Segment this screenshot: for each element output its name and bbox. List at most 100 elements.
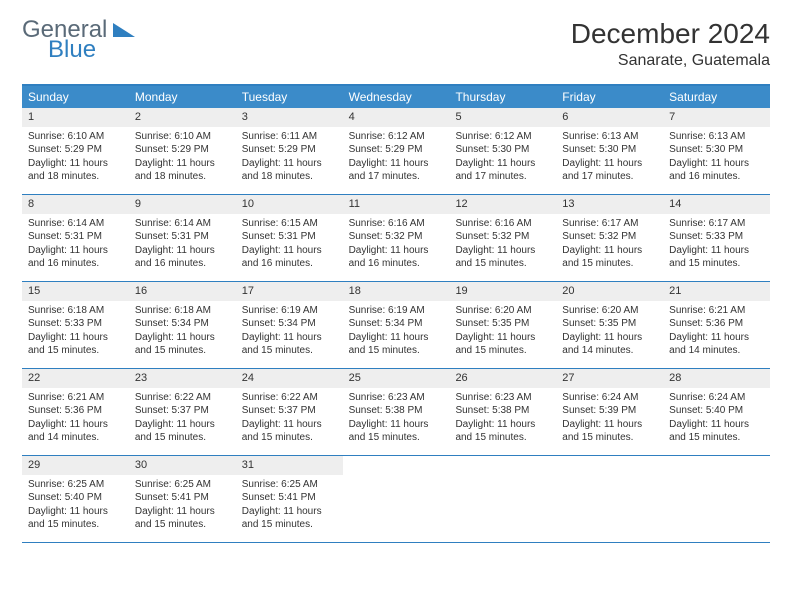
day-cell: 1Sunrise: 6:10 AMSunset: 5:29 PMDaylight… (22, 108, 129, 194)
day-cell: 19Sunrise: 6:20 AMSunset: 5:35 PMDayligh… (449, 282, 556, 368)
day-body: Sunrise: 6:19 AMSunset: 5:34 PMDaylight:… (236, 301, 343, 364)
day-number: 14 (663, 195, 770, 214)
sunset-text: Sunset: 5:40 PM (28, 491, 123, 505)
day-body: Sunrise: 6:14 AMSunset: 5:31 PMDaylight:… (22, 214, 129, 277)
day-body: Sunrise: 6:25 AMSunset: 5:41 PMDaylight:… (236, 475, 343, 538)
day-body: Sunrise: 6:15 AMSunset: 5:31 PMDaylight:… (236, 214, 343, 277)
day-number: 5 (449, 108, 556, 127)
day-number: 25 (343, 369, 450, 388)
daylight-text: Daylight: 11 hours and 16 minutes. (135, 244, 230, 271)
daylight-text: Daylight: 11 hours and 15 minutes. (349, 331, 444, 358)
day-cell: 2Sunrise: 6:10 AMSunset: 5:29 PMDaylight… (129, 108, 236, 194)
sunrise-text: Sunrise: 6:13 AM (669, 130, 764, 144)
sunrise-text: Sunrise: 6:19 AM (349, 304, 444, 318)
sunset-text: Sunset: 5:30 PM (455, 143, 550, 157)
day-body: Sunrise: 6:18 AMSunset: 5:33 PMDaylight:… (22, 301, 129, 364)
day-cell: 5Sunrise: 6:12 AMSunset: 5:30 PMDaylight… (449, 108, 556, 194)
page-title: December 2024 (571, 18, 770, 50)
day-header-row: SundayMondayTuesdayWednesdayThursdayFrid… (22, 86, 770, 108)
day-cell: 29Sunrise: 6:25 AMSunset: 5:40 PMDayligh… (22, 456, 129, 542)
sunrise-text: Sunrise: 6:23 AM (349, 391, 444, 405)
daylight-text: Daylight: 11 hours and 15 minutes. (242, 331, 337, 358)
day-cell: 16Sunrise: 6:18 AMSunset: 5:34 PMDayligh… (129, 282, 236, 368)
day-body: Sunrise: 6:17 AMSunset: 5:32 PMDaylight:… (556, 214, 663, 277)
day-cell: 8Sunrise: 6:14 AMSunset: 5:31 PMDaylight… (22, 195, 129, 281)
day-body: Sunrise: 6:23 AMSunset: 5:38 PMDaylight:… (449, 388, 556, 451)
day-cell (663, 456, 770, 542)
sunset-text: Sunset: 5:36 PM (669, 317, 764, 331)
day-number: 9 (129, 195, 236, 214)
daylight-text: Daylight: 11 hours and 17 minutes. (349, 157, 444, 184)
day-cell: 20Sunrise: 6:20 AMSunset: 5:35 PMDayligh… (556, 282, 663, 368)
day-number: 17 (236, 282, 343, 301)
day-number: 13 (556, 195, 663, 214)
sunrise-text: Sunrise: 6:23 AM (455, 391, 550, 405)
daylight-text: Daylight: 11 hours and 14 minutes. (28, 418, 123, 445)
day-body: Sunrise: 6:12 AMSunset: 5:30 PMDaylight:… (449, 127, 556, 190)
sunrise-text: Sunrise: 6:16 AM (349, 217, 444, 231)
sunset-text: Sunset: 5:31 PM (135, 230, 230, 244)
day-body: Sunrise: 6:10 AMSunset: 5:29 PMDaylight:… (129, 127, 236, 190)
day-number: 12 (449, 195, 556, 214)
day-body: Sunrise: 6:19 AMSunset: 5:34 PMDaylight:… (343, 301, 450, 364)
daylight-text: Daylight: 11 hours and 15 minutes. (562, 244, 657, 271)
sunset-text: Sunset: 5:34 PM (242, 317, 337, 331)
sunset-text: Sunset: 5:38 PM (349, 404, 444, 418)
day-body: Sunrise: 6:16 AMSunset: 5:32 PMDaylight:… (343, 214, 450, 277)
day-cell: 15Sunrise: 6:18 AMSunset: 5:33 PMDayligh… (22, 282, 129, 368)
daylight-text: Daylight: 11 hours and 17 minutes. (562, 157, 657, 184)
day-cell: 3Sunrise: 6:11 AMSunset: 5:29 PMDaylight… (236, 108, 343, 194)
day-body: Sunrise: 6:20 AMSunset: 5:35 PMDaylight:… (556, 301, 663, 364)
day-header-sunday: Sunday (22, 86, 129, 108)
sunrise-text: Sunrise: 6:10 AM (135, 130, 230, 144)
sunrise-text: Sunrise: 6:13 AM (562, 130, 657, 144)
sunrise-text: Sunrise: 6:14 AM (135, 217, 230, 231)
day-cell: 28Sunrise: 6:24 AMSunset: 5:40 PMDayligh… (663, 369, 770, 455)
day-cell: 10Sunrise: 6:15 AMSunset: 5:31 PMDayligh… (236, 195, 343, 281)
triangle-icon (113, 23, 135, 37)
day-cell: 24Sunrise: 6:22 AMSunset: 5:37 PMDayligh… (236, 369, 343, 455)
sunset-text: Sunset: 5:32 PM (562, 230, 657, 244)
sunset-text: Sunset: 5:41 PM (135, 491, 230, 505)
day-number: 7 (663, 108, 770, 127)
sunset-text: Sunset: 5:29 PM (242, 143, 337, 157)
sunset-text: Sunset: 5:39 PM (562, 404, 657, 418)
daylight-text: Daylight: 11 hours and 15 minutes. (669, 418, 764, 445)
day-number: 1 (22, 108, 129, 127)
day-body: Sunrise: 6:13 AMSunset: 5:30 PMDaylight:… (556, 127, 663, 190)
day-body: Sunrise: 6:22 AMSunset: 5:37 PMDaylight:… (236, 388, 343, 451)
sunrise-text: Sunrise: 6:12 AM (455, 130, 550, 144)
week-row: 22Sunrise: 6:21 AMSunset: 5:36 PMDayligh… (22, 369, 770, 456)
sunrise-text: Sunrise: 6:17 AM (669, 217, 764, 231)
day-cell: 31Sunrise: 6:25 AMSunset: 5:41 PMDayligh… (236, 456, 343, 542)
sunset-text: Sunset: 5:33 PM (28, 317, 123, 331)
daylight-text: Daylight: 11 hours and 15 minutes. (455, 244, 550, 271)
sunrise-text: Sunrise: 6:11 AM (242, 130, 337, 144)
day-cell: 30Sunrise: 6:25 AMSunset: 5:41 PMDayligh… (129, 456, 236, 542)
day-cell: 13Sunrise: 6:17 AMSunset: 5:32 PMDayligh… (556, 195, 663, 281)
day-header-friday: Friday (556, 86, 663, 108)
week-row: 8Sunrise: 6:14 AMSunset: 5:31 PMDaylight… (22, 195, 770, 282)
sunset-text: Sunset: 5:30 PM (669, 143, 764, 157)
sunrise-text: Sunrise: 6:19 AM (242, 304, 337, 318)
daylight-text: Daylight: 11 hours and 15 minutes. (242, 418, 337, 445)
sunset-text: Sunset: 5:34 PM (135, 317, 230, 331)
day-header-monday: Monday (129, 86, 236, 108)
daylight-text: Daylight: 11 hours and 15 minutes. (135, 505, 230, 532)
day-number: 23 (129, 369, 236, 388)
sunset-text: Sunset: 5:32 PM (455, 230, 550, 244)
daylight-text: Daylight: 11 hours and 15 minutes. (28, 331, 123, 358)
day-number: 28 (663, 369, 770, 388)
day-cell: 18Sunrise: 6:19 AMSunset: 5:34 PMDayligh… (343, 282, 450, 368)
day-body: Sunrise: 6:17 AMSunset: 5:33 PMDaylight:… (663, 214, 770, 277)
daylight-text: Daylight: 11 hours and 18 minutes. (242, 157, 337, 184)
logo-word-blue: Blue (48, 38, 135, 62)
day-body: Sunrise: 6:25 AMSunset: 5:41 PMDaylight:… (129, 475, 236, 538)
sunset-text: Sunset: 5:29 PM (349, 143, 444, 157)
sunset-text: Sunset: 5:34 PM (349, 317, 444, 331)
day-body: Sunrise: 6:21 AMSunset: 5:36 PMDaylight:… (22, 388, 129, 451)
day-body: Sunrise: 6:11 AMSunset: 5:29 PMDaylight:… (236, 127, 343, 190)
day-body: Sunrise: 6:18 AMSunset: 5:34 PMDaylight:… (129, 301, 236, 364)
sunrise-text: Sunrise: 6:20 AM (562, 304, 657, 318)
day-cell: 11Sunrise: 6:16 AMSunset: 5:32 PMDayligh… (343, 195, 450, 281)
